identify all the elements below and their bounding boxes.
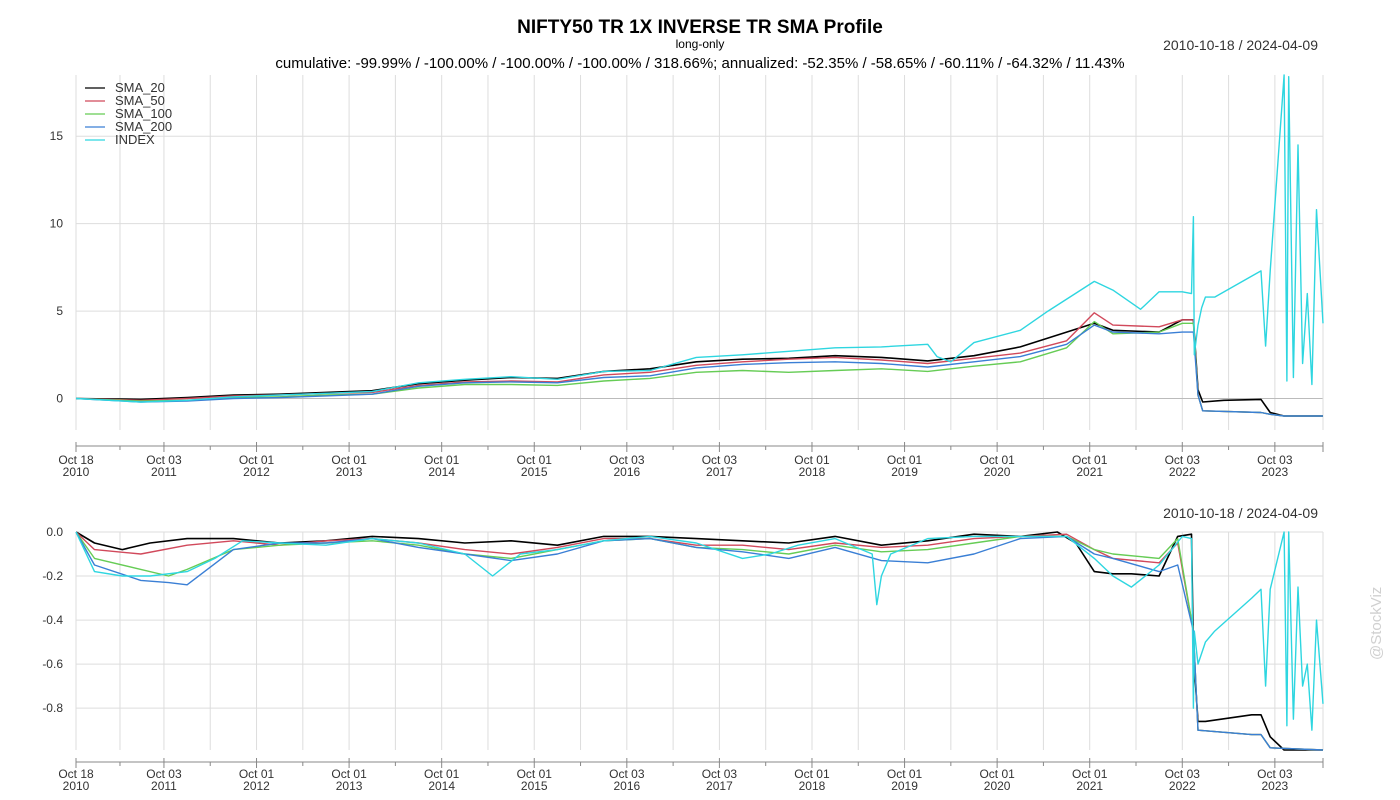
top-xtick-label: 2014 — [428, 465, 455, 479]
bottom-xtick-label: Oct 01 — [517, 767, 553, 781]
top-series-group — [75, 74, 1324, 417]
top-xtick-label: Oct 03 — [1165, 453, 1201, 467]
top-ytick-label: 15 — [50, 129, 64, 143]
top-xtick-label: Oct 01 — [794, 453, 830, 467]
top-xtick-label: Oct 01 — [424, 453, 460, 467]
legend-label: SMA_20 — [115, 80, 165, 95]
bottom-xtick-label: 2023 — [1262, 779, 1289, 793]
series-line-sma-100 — [75, 531, 1324, 751]
bottom-xtick-label: Oct 01 — [794, 767, 830, 781]
top-xtick-label: 2022 — [1169, 465, 1196, 479]
date-range-bottom: 2010-10-18 / 2024-04-09 — [1163, 505, 1318, 521]
legend-label: SMA_100 — [115, 106, 172, 121]
bottom-xtick-label: 2022 — [1169, 779, 1196, 793]
top-ytick-label: 10 — [50, 217, 64, 231]
top-xtick-label: 2021 — [1076, 465, 1103, 479]
performance-stats: cumulative: -99.99% / -100.00% / -100.00… — [275, 55, 1125, 72]
legend-label: SMA_200 — [115, 119, 172, 134]
bottom-xtick-label: Oct 03 — [146, 767, 182, 781]
top-xtick-label: 2015 — [521, 465, 548, 479]
top-xtick-label: 2012 — [243, 465, 270, 479]
top-xtick-label: Oct 03 — [609, 453, 645, 467]
bottom-xtick-label: 2015 — [521, 779, 548, 793]
top-xtick-label: Oct 01 — [1072, 453, 1108, 467]
bottom-series-group — [75, 531, 1324, 751]
bottom-ytick-label: -0.4 — [42, 613, 63, 627]
bottom-xtick-label: Oct 01 — [331, 767, 367, 781]
top-xtick-label: Oct 01 — [517, 453, 553, 467]
bottom-xtick-label: 2021 — [1076, 779, 1103, 793]
top-xtick-label: Oct 03 — [1257, 453, 1293, 467]
bottom-xtick-label: 2012 — [243, 779, 270, 793]
top-xtick-label: Oct 18 — [58, 453, 94, 467]
bottom-xtick-label: 2016 — [613, 779, 640, 793]
top-grid — [75, 75, 1323, 430]
bottom-xtick-label: Oct 03 — [609, 767, 645, 781]
series-line-index — [75, 531, 1324, 731]
bottom-xtick-label: Oct 01 — [979, 767, 1015, 781]
bottom-xtick-label: 2017 — [706, 779, 733, 793]
bottom-xtick-label: Oct 03 — [702, 767, 738, 781]
bottom-ytick-label: 0.0 — [46, 525, 63, 539]
bottom-ytick-label: -0.8 — [42, 701, 63, 715]
series-line-sma-20 — [75, 318, 1323, 417]
bottom-xtick-label: Oct 18 — [58, 767, 94, 781]
top-xtick-label: 2020 — [984, 465, 1011, 479]
bottom-ytick-label: -0.6 — [42, 657, 63, 671]
bottom-xtick-label: 2013 — [336, 779, 363, 793]
series-line-sma-200 — [75, 324, 1323, 417]
chart-title: NIFTY50 TR 1X INVERSE TR SMA Profile — [517, 17, 883, 38]
bottom-xtick-label: 2010 — [63, 779, 90, 793]
top-xtick-label: 2013 — [336, 465, 363, 479]
bottom-xtick-label: Oct 01 — [887, 767, 923, 781]
top-xtick-label: 2011 — [151, 465, 177, 479]
top-xtick-label: 2023 — [1262, 465, 1289, 479]
date-range-top: 2010-10-18 / 2024-04-09 — [1163, 37, 1318, 53]
top-xtick-label: Oct 03 — [702, 453, 738, 467]
bottom-xtick-label: 2011 — [151, 779, 177, 793]
legend-label: SMA_50 — [115, 93, 165, 108]
top-xtick-label: 2018 — [799, 465, 826, 479]
top-xtick-label: Oct 01 — [331, 453, 367, 467]
top-xtick-label: 2017 — [706, 465, 733, 479]
bottom-xtick-label: 2018 — [799, 779, 826, 793]
bottom-xtick-label: 2020 — [984, 779, 1011, 793]
chart-subtitle: long-only — [675, 37, 725, 51]
top-xtick-label: 2010 — [63, 465, 90, 479]
legend-label: INDEX — [115, 132, 155, 147]
top-xtick-label: Oct 03 — [146, 453, 182, 467]
bottom-xtick-label: Oct 01 — [239, 767, 275, 781]
series-line-index — [75, 74, 1324, 403]
bottom-ytick-label: -0.2 — [42, 569, 63, 583]
bottom-xtick-label: Oct 03 — [1257, 767, 1293, 781]
top-xtick-label: Oct 01 — [979, 453, 1015, 467]
top-ytick-label: 5 — [56, 304, 63, 318]
top-xtick-label: Oct 01 — [887, 453, 923, 467]
bottom-xtick-label: Oct 03 — [1165, 767, 1201, 781]
bottom-xtick-label: 2014 — [428, 779, 455, 793]
top-ytick-label: 0 — [56, 392, 63, 406]
bottom-xtick-label: Oct 01 — [1072, 767, 1108, 781]
bottom-xtick-label: Oct 01 — [424, 767, 460, 781]
top-xtick-label: 2019 — [891, 465, 918, 479]
bottom-xtick-label: 2019 — [891, 779, 918, 793]
top-xtick-label: Oct 01 — [239, 453, 275, 467]
bottom-grid — [75, 531, 1323, 750]
top-xtick-label: 2016 — [613, 465, 640, 479]
